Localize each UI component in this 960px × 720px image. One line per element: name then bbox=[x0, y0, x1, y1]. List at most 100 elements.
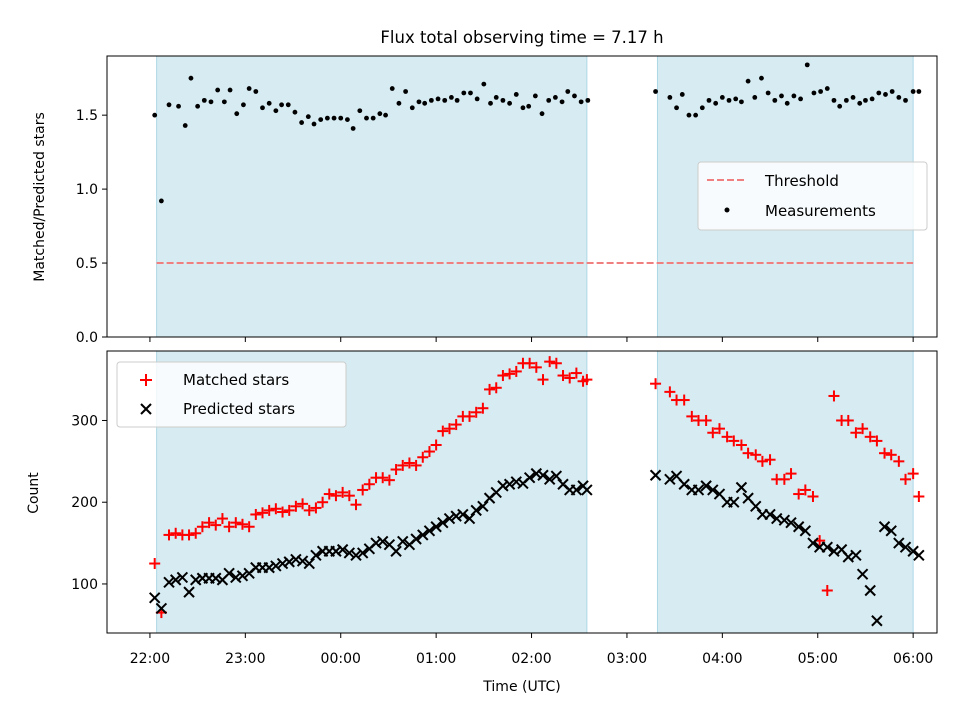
matched-star-point bbox=[570, 367, 582, 379]
measurement-point bbox=[345, 117, 350, 122]
measurement-point bbox=[733, 96, 739, 102]
measurement-point bbox=[389, 86, 395, 91]
x-tick-label: 03:00 bbox=[607, 651, 647, 667]
predicted-star-point bbox=[390, 545, 402, 557]
matched-star-point bbox=[850, 427, 862, 439]
measurement-point bbox=[215, 87, 221, 93]
measurement-point bbox=[152, 112, 158, 118]
measurement-point bbox=[896, 95, 902, 100]
matched-star-point bbox=[550, 357, 562, 369]
measurement-point bbox=[357, 108, 363, 114]
measurement-point bbox=[798, 96, 803, 102]
matched-star-point bbox=[357, 484, 369, 496]
predicted-star-point bbox=[169, 574, 182, 586]
matched-star-point bbox=[510, 365, 522, 377]
measurement-point bbox=[791, 93, 797, 99]
measurement-point bbox=[481, 81, 487, 87]
predicted-star-point bbox=[370, 537, 382, 549]
predicted-star-point bbox=[183, 586, 195, 598]
measurement-point bbox=[166, 102, 172, 108]
count-y-tick-label: 200 bbox=[71, 495, 98, 511]
count-plot-frame bbox=[106, 350, 938, 634]
predicted-star-point bbox=[649, 469, 662, 481]
measurement-point bbox=[241, 102, 246, 108]
matched-stars-series bbox=[149, 356, 925, 619]
measurement-point bbox=[706, 97, 712, 103]
measurement-point bbox=[266, 100, 272, 106]
predicted-star-point bbox=[477, 500, 489, 513]
measurement-point bbox=[227, 87, 233, 93]
measurement-point bbox=[883, 92, 888, 97]
observing-window-1 bbox=[156, 55, 588, 338]
predicted-star-point bbox=[230, 571, 242, 584]
measurement-point bbox=[585, 97, 591, 103]
predicted-star-point bbox=[310, 549, 322, 562]
measurement-point bbox=[713, 100, 719, 106]
legend-predicted-swatch bbox=[140, 403, 152, 415]
matched-star-point bbox=[203, 517, 215, 529]
matched-star-point bbox=[735, 439, 747, 451]
predicted-star-point bbox=[523, 471, 536, 484]
predicted-star-point bbox=[377, 535, 389, 548]
measurement-point bbox=[572, 93, 577, 99]
matched-star-point bbox=[443, 423, 455, 435]
count-y-tick-label: 300 bbox=[71, 413, 98, 429]
matched-star-point bbox=[778, 473, 790, 485]
predicted-star-point bbox=[850, 549, 862, 562]
measurement-point bbox=[578, 99, 584, 105]
measurement-point bbox=[857, 100, 863, 106]
measurement-point bbox=[396, 100, 402, 106]
measurement-point bbox=[784, 100, 790, 106]
matched-star-point bbox=[303, 504, 315, 516]
predicted-star-point bbox=[497, 480, 509, 492]
measurement-point bbox=[779, 93, 784, 99]
predicted-star-point bbox=[296, 555, 309, 567]
predicted-star-point bbox=[537, 469, 549, 481]
predicted-star-point bbox=[785, 516, 797, 529]
matched-star-point bbox=[721, 431, 733, 443]
matched-star-point bbox=[828, 390, 840, 402]
count-y-axis-label: Count bbox=[26, 472, 42, 514]
matched-star-point bbox=[263, 504, 275, 516]
predicted-star-point bbox=[450, 510, 462, 522]
measurement-point bbox=[693, 112, 699, 118]
ratio-y-tick-label: 1.0 bbox=[76, 182, 98, 198]
predicted-star-point bbox=[417, 529, 429, 541]
matched-star-point bbox=[885, 449, 897, 461]
predicted-star-point bbox=[864, 584, 876, 597]
matched-star-point bbox=[464, 410, 476, 422]
measurement-point bbox=[759, 75, 764, 81]
matched-star-point bbox=[581, 374, 593, 386]
measurement-point bbox=[260, 105, 265, 111]
matched-star-point bbox=[893, 455, 905, 467]
matched-star-point bbox=[283, 504, 295, 516]
legend-matched-label: Matched stars bbox=[183, 371, 289, 389]
measurement-point bbox=[311, 121, 317, 127]
matched-star-point bbox=[410, 459, 422, 471]
measurement-point bbox=[552, 95, 558, 100]
predicted-star-point bbox=[750, 500, 762, 513]
matched-star-point bbox=[430, 439, 442, 451]
x-tick-label: 05:00 bbox=[798, 651, 838, 667]
measurement-point bbox=[546, 97, 552, 103]
matched-star-point bbox=[477, 402, 489, 414]
matched-star-point bbox=[216, 513, 228, 525]
matched-star-point bbox=[383, 474, 395, 486]
measurement-point bbox=[719, 95, 725, 100]
predicted-star-point bbox=[437, 516, 449, 529]
ratio-legend-box bbox=[697, 161, 928, 231]
matched-star-point bbox=[183, 529, 195, 541]
matched-star-point bbox=[821, 584, 833, 596]
ratio-y-tick-label: 1.5 bbox=[76, 108, 98, 124]
measurement-point bbox=[539, 111, 545, 117]
measurement-point bbox=[377, 111, 383, 117]
measurement-point bbox=[850, 95, 856, 100]
matched-star-point bbox=[343, 490, 355, 502]
measurement-point bbox=[903, 97, 908, 103]
predicted-star-point bbox=[799, 525, 812, 537]
matched-star-point bbox=[390, 464, 402, 476]
matched-star-point bbox=[524, 357, 536, 369]
measurement-point bbox=[370, 115, 376, 121]
measurement-point bbox=[488, 100, 493, 106]
predicted-star-point bbox=[821, 541, 833, 553]
